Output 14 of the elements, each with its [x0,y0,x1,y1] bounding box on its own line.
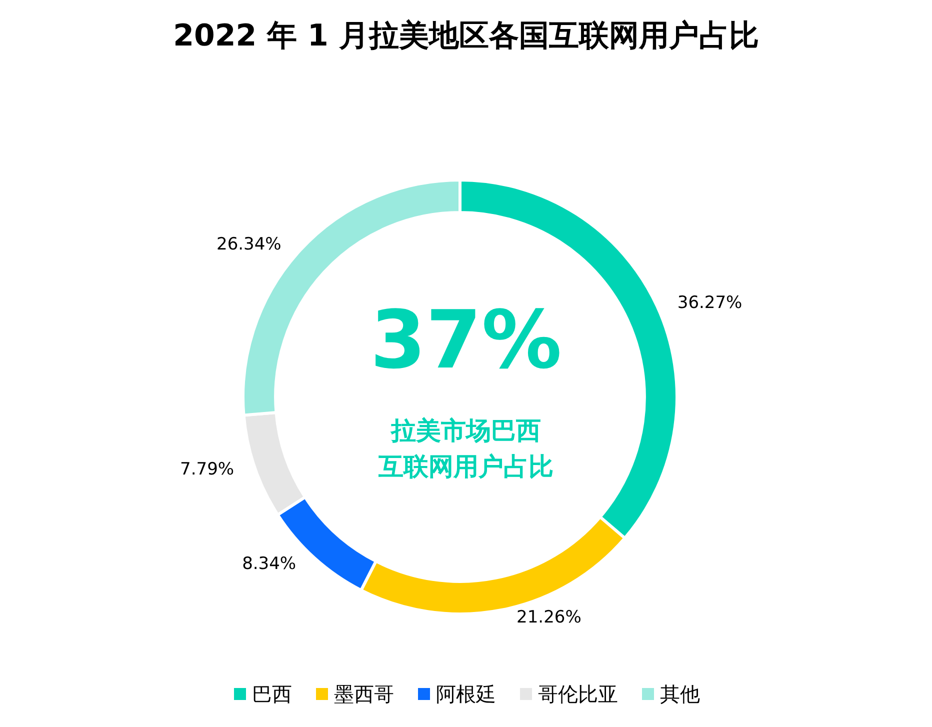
data-label: 26.34% [216,234,282,255]
legend-label: 哥伦比亚 [538,682,618,706]
data-label: 7.79% [180,460,234,480]
text: 互联网用户占比 [378,452,554,481]
legend-label: 巴西 [252,682,292,706]
chart-title: 2022 年 1 月拉美地区各国互联网用户占比 [173,18,759,54]
legend-label: 阿根廷 [436,682,496,706]
data-label: 8.34% [242,554,296,574]
legend-label: 墨西哥 [334,682,394,706]
legend-label: 其他 [660,682,700,706]
text: 拉美市场巴西 [390,416,541,445]
data-label: 36.27% [677,292,742,313]
text: 37% [370,294,562,386]
data-label: 21.26% [516,608,582,628]
